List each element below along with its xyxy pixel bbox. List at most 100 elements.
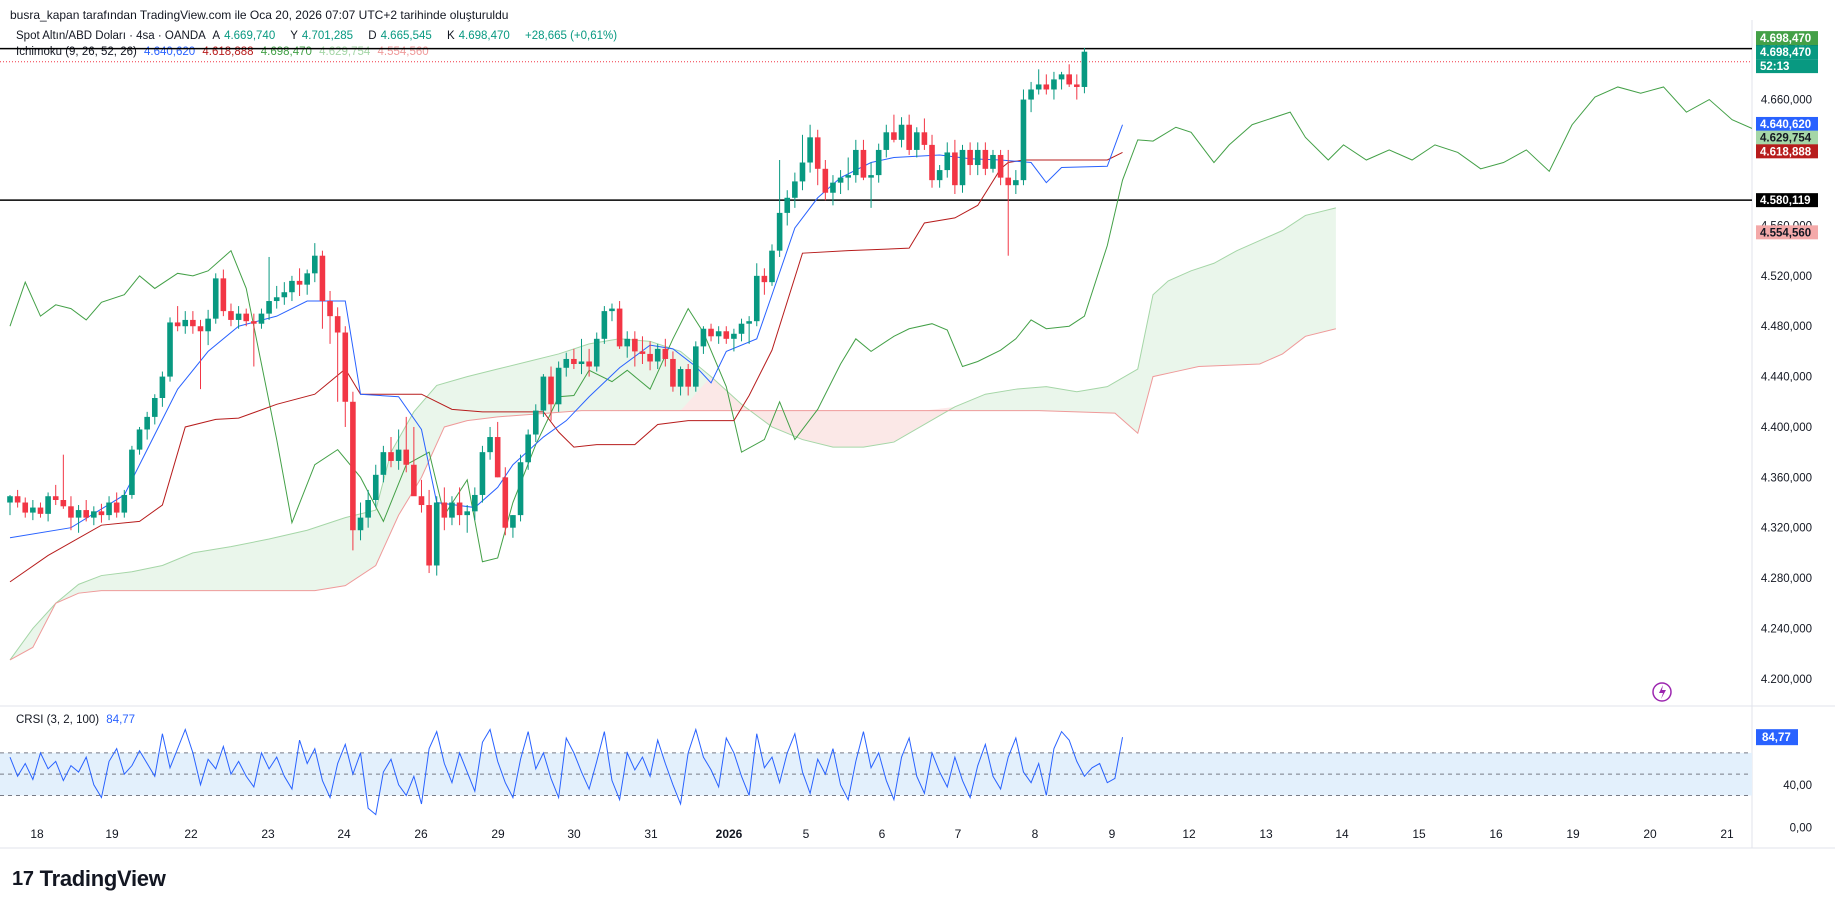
candle (327, 290, 333, 344)
candle (304, 269, 310, 295)
candle-body (982, 149, 989, 169)
candle-body (98, 511, 105, 516)
alert-icon[interactable] (1652, 682, 1672, 702)
time-axis-label: 7 (955, 827, 962, 841)
time-axis-label: 26 (414, 827, 428, 841)
candle-body (22, 502, 29, 513)
tradingview-logo[interactable]: 17 TradingView (12, 866, 166, 892)
candle-body (792, 181, 798, 198)
candle-body (731, 333, 737, 339)
candle-body (632, 338, 638, 352)
candle (228, 303, 234, 327)
candle (456, 487, 463, 526)
candle (837, 170, 844, 194)
candle-body (883, 132, 890, 150)
candle-body (159, 376, 166, 398)
price-change: +28,665 (+0,61%) (525, 30, 618, 42)
time-axis-label: 24 (337, 827, 351, 841)
candle (151, 394, 158, 425)
candle (464, 505, 470, 533)
candle-body (441, 502, 448, 518)
candle (426, 489, 432, 574)
candle (677, 366, 684, 396)
price-badge-bg (1756, 59, 1818, 74)
candle-body (875, 149, 882, 176)
candle-body (822, 168, 829, 193)
candle (540, 374, 547, 417)
candle-body (784, 197, 791, 213)
candle (746, 316, 752, 344)
candle-body (1081, 51, 1088, 87)
candle-body (563, 358, 570, 368)
candle (1066, 64, 1072, 87)
time-axis-label: 12 (1182, 827, 1196, 841)
crsi-legend[interactable]: CRSI (3, 2, 100) 84,77 (16, 714, 139, 726)
crsi-value-badge: 84,77 (1756, 729, 1798, 746)
candle-body (853, 149, 859, 176)
candle (243, 308, 250, 327)
candle (974, 142, 981, 176)
crsi-axis-label: 40,00 (1783, 780, 1812, 792)
candle-body (1051, 79, 1057, 90)
candle-body (647, 353, 653, 362)
senkou-span-a-line (9, 207, 1337, 661)
candle-body (426, 505, 432, 566)
candle (494, 421, 501, 478)
candle (1028, 81, 1034, 113)
time-axis-label: 8 (1032, 827, 1039, 841)
candle (715, 326, 722, 344)
candle-body (14, 496, 21, 503)
candle (60, 454, 67, 509)
price-badge: 4.698,470 (1756, 45, 1818, 60)
candle (639, 336, 646, 364)
candle-body (357, 517, 364, 531)
candle-body (1013, 180, 1019, 186)
candle-body (296, 280, 303, 285)
candle-body (334, 316, 341, 333)
candle (1013, 170, 1019, 194)
candle (37, 502, 44, 518)
price-badge-bg (1756, 116, 1818, 131)
candle (586, 348, 592, 377)
candle (571, 348, 577, 370)
tenkan-line (9, 124, 1123, 539)
candle-body (433, 502, 440, 566)
candle (670, 351, 676, 392)
candle-body (1028, 89, 1034, 100)
candle (350, 391, 356, 551)
candle-body (616, 308, 623, 347)
price-badge-bg (1756, 31, 1818, 46)
price-badge-bg (1756, 45, 1818, 60)
candle (357, 502, 364, 541)
candle (1020, 89, 1027, 186)
candle-body (312, 255, 318, 274)
candle (380, 445, 387, 483)
candle (738, 318, 745, 342)
candle-body (944, 152, 951, 171)
candle-body (197, 326, 204, 332)
symbol-name[interactable]: Spot Altın/ABD Doları · 4sa · OANDA (16, 30, 206, 42)
candle-body (662, 348, 669, 359)
candle (1074, 74, 1080, 100)
candle (7, 494, 13, 516)
candle (52, 484, 59, 506)
candle-body (281, 292, 288, 298)
candle (167, 317, 173, 382)
candle (731, 328, 737, 352)
time-axis-label: 6 (879, 827, 886, 841)
price-badge-text: 4.698,470 (1760, 33, 1811, 45)
candle (22, 497, 29, 518)
time-axis-label: 29 (491, 827, 505, 841)
candle-body (959, 149, 966, 186)
candle (685, 364, 691, 396)
ichimoku-cloud (10, 207, 1336, 660)
crsi-line (9, 727, 1124, 816)
candle-body (814, 137, 821, 169)
candle (601, 306, 608, 344)
price-badge-text: 4.629,754 (1760, 133, 1812, 145)
candle (441, 487, 448, 531)
candle-body (967, 149, 973, 166)
candle (403, 416, 410, 473)
candle-body (609, 308, 615, 312)
